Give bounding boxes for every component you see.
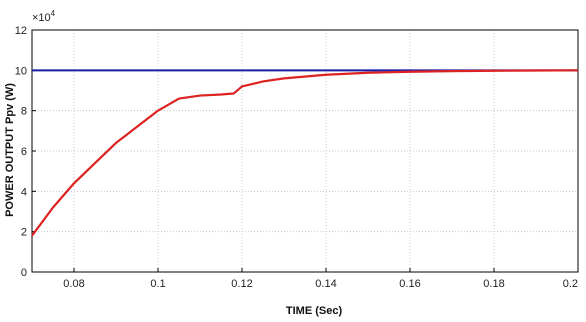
y-tick-label: 4 — [21, 186, 27, 198]
y-tick-label: 10 — [15, 65, 27, 77]
x-tick-label: 0.14 — [315, 278, 336, 290]
y-tick-label: 0 — [21, 267, 27, 279]
y-axis-label: POWER OUTPUT Ppv (W) — [4, 83, 16, 217]
series-lines — [31, 69, 579, 237]
x-tick-label: 0.16 — [399, 278, 420, 290]
x-axis-label: TIME (Sec) — [286, 305, 343, 317]
grid-lines — [32, 29, 579, 273]
y-tick-label: 8 — [21, 106, 27, 118]
y-tick-label: 6 — [21, 146, 27, 158]
x-tick-label: 0.12 — [231, 278, 252, 290]
series-line-2 — [31, 69, 579, 237]
x-tick-label: 0.18 — [483, 278, 504, 290]
x-tick-label: 0.2 — [563, 278, 578, 290]
x-tick-label: 0.1 — [150, 278, 165, 290]
x-tick-label: 0.08 — [63, 278, 84, 290]
y-tick-label: 2 — [21, 227, 27, 239]
axis-ticks: 0.08 0.1 0.12 0.14 0.16 0.18 0.2 0 2 4 6 8 10 12 — [15, 25, 579, 290]
y-axis-multiplier: ×104 — [32, 9, 56, 24]
y-tick-label: 12 — [15, 25, 27, 37]
